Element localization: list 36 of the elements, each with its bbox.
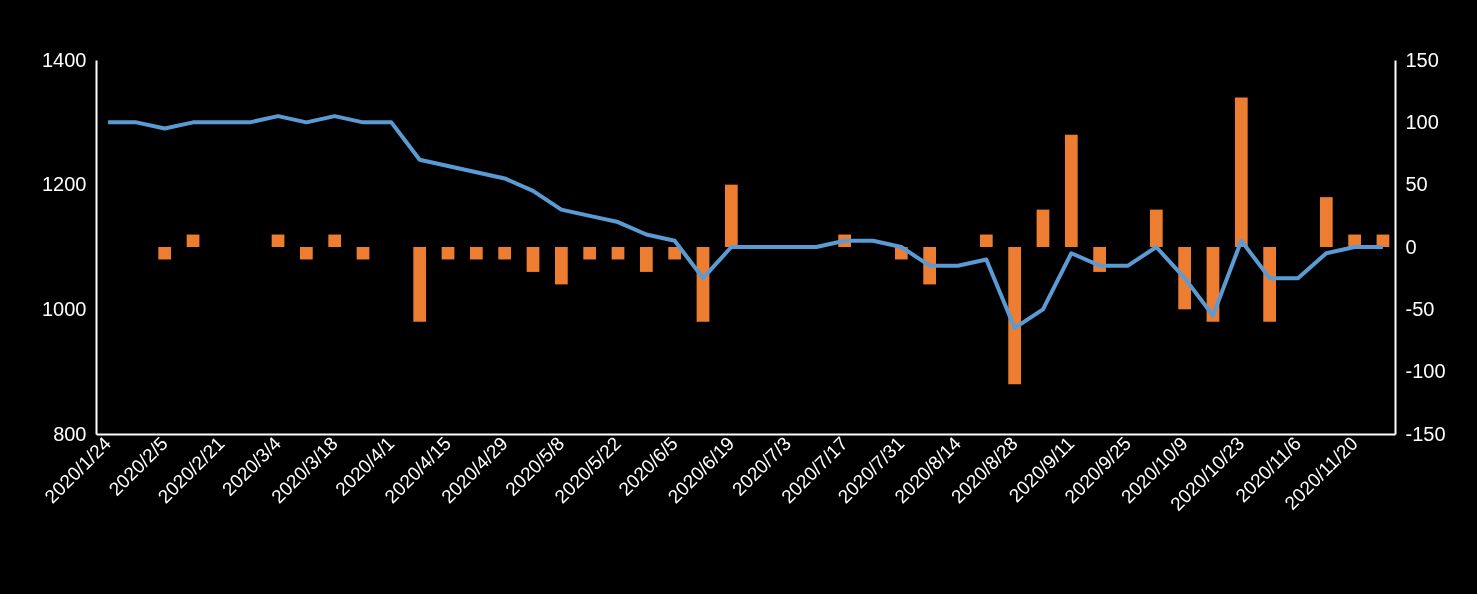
bar (583, 247, 597, 260)
y-tick-label: 1200 (42, 173, 87, 196)
bar (299, 247, 313, 260)
y2-tick-label: -50 (1405, 297, 1435, 320)
bar (526, 247, 540, 272)
bar (328, 234, 342, 247)
y2-tick-label: -100 (1405, 360, 1446, 383)
bar (158, 247, 172, 260)
bar (441, 247, 455, 260)
y-tick-label: 1000 (42, 297, 87, 320)
bar (498, 247, 512, 260)
bar (413, 247, 427, 322)
bar (611, 247, 625, 260)
bar (554, 247, 568, 285)
bar (186, 234, 200, 247)
bar (979, 234, 993, 247)
y2-tick-label: 100 (1405, 110, 1439, 133)
bar (1319, 197, 1333, 247)
bar (469, 247, 483, 260)
bar (1064, 134, 1078, 247)
y2-tick-label: -150 (1405, 422, 1446, 445)
y2-tick-label: 150 (1405, 48, 1439, 71)
bar (668, 247, 682, 260)
bar (1036, 209, 1050, 247)
y-tick-label: 1400 (42, 48, 87, 71)
bar (1263, 247, 1277, 322)
bar (724, 184, 738, 247)
y2-tick-label: 0 (1405, 235, 1417, 258)
bar (1008, 247, 1022, 385)
bar (356, 247, 370, 260)
bar (1234, 97, 1248, 247)
bar (1149, 209, 1163, 247)
bar (271, 234, 285, 247)
line-series (106, 114, 1385, 331)
y2-tick-label: 50 (1405, 173, 1428, 196)
bar (639, 247, 653, 272)
